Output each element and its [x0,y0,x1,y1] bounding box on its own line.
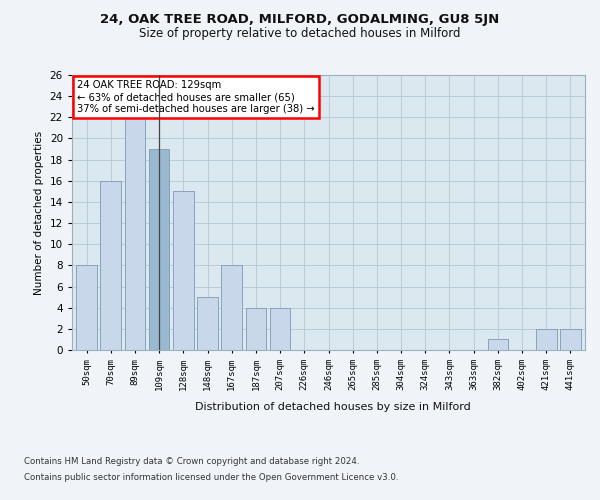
Bar [125,118,145,350]
Bar [100,181,121,350]
Bar [560,329,581,350]
Text: Size of property relative to detached houses in Milford: Size of property relative to detached ho… [139,28,461,40]
Text: Distribution of detached houses by size in Milford: Distribution of detached houses by size … [195,402,471,412]
Bar [488,340,508,350]
Text: 24, OAK TREE ROAD, MILFORD, GODALMING, GU8 5JN: 24, OAK TREE ROAD, MILFORD, GODALMING, G… [100,12,500,26]
Bar [76,266,97,350]
Bar [149,149,169,350]
Y-axis label: Number of detached properties: Number of detached properties [34,130,44,294]
Text: Contains public sector information licensed under the Open Government Licence v3: Contains public sector information licen… [24,472,398,482]
Bar [221,266,242,350]
Text: Contains HM Land Registry data © Crown copyright and database right 2024.: Contains HM Land Registry data © Crown c… [24,458,359,466]
Bar [245,308,266,350]
Bar [197,297,218,350]
Text: 24 OAK TREE ROAD: 129sqm
← 63% of detached houses are smaller (65)
37% of semi-d: 24 OAK TREE ROAD: 129sqm ← 63% of detach… [77,80,315,114]
Bar [270,308,290,350]
Bar [536,329,557,350]
Bar [173,192,194,350]
